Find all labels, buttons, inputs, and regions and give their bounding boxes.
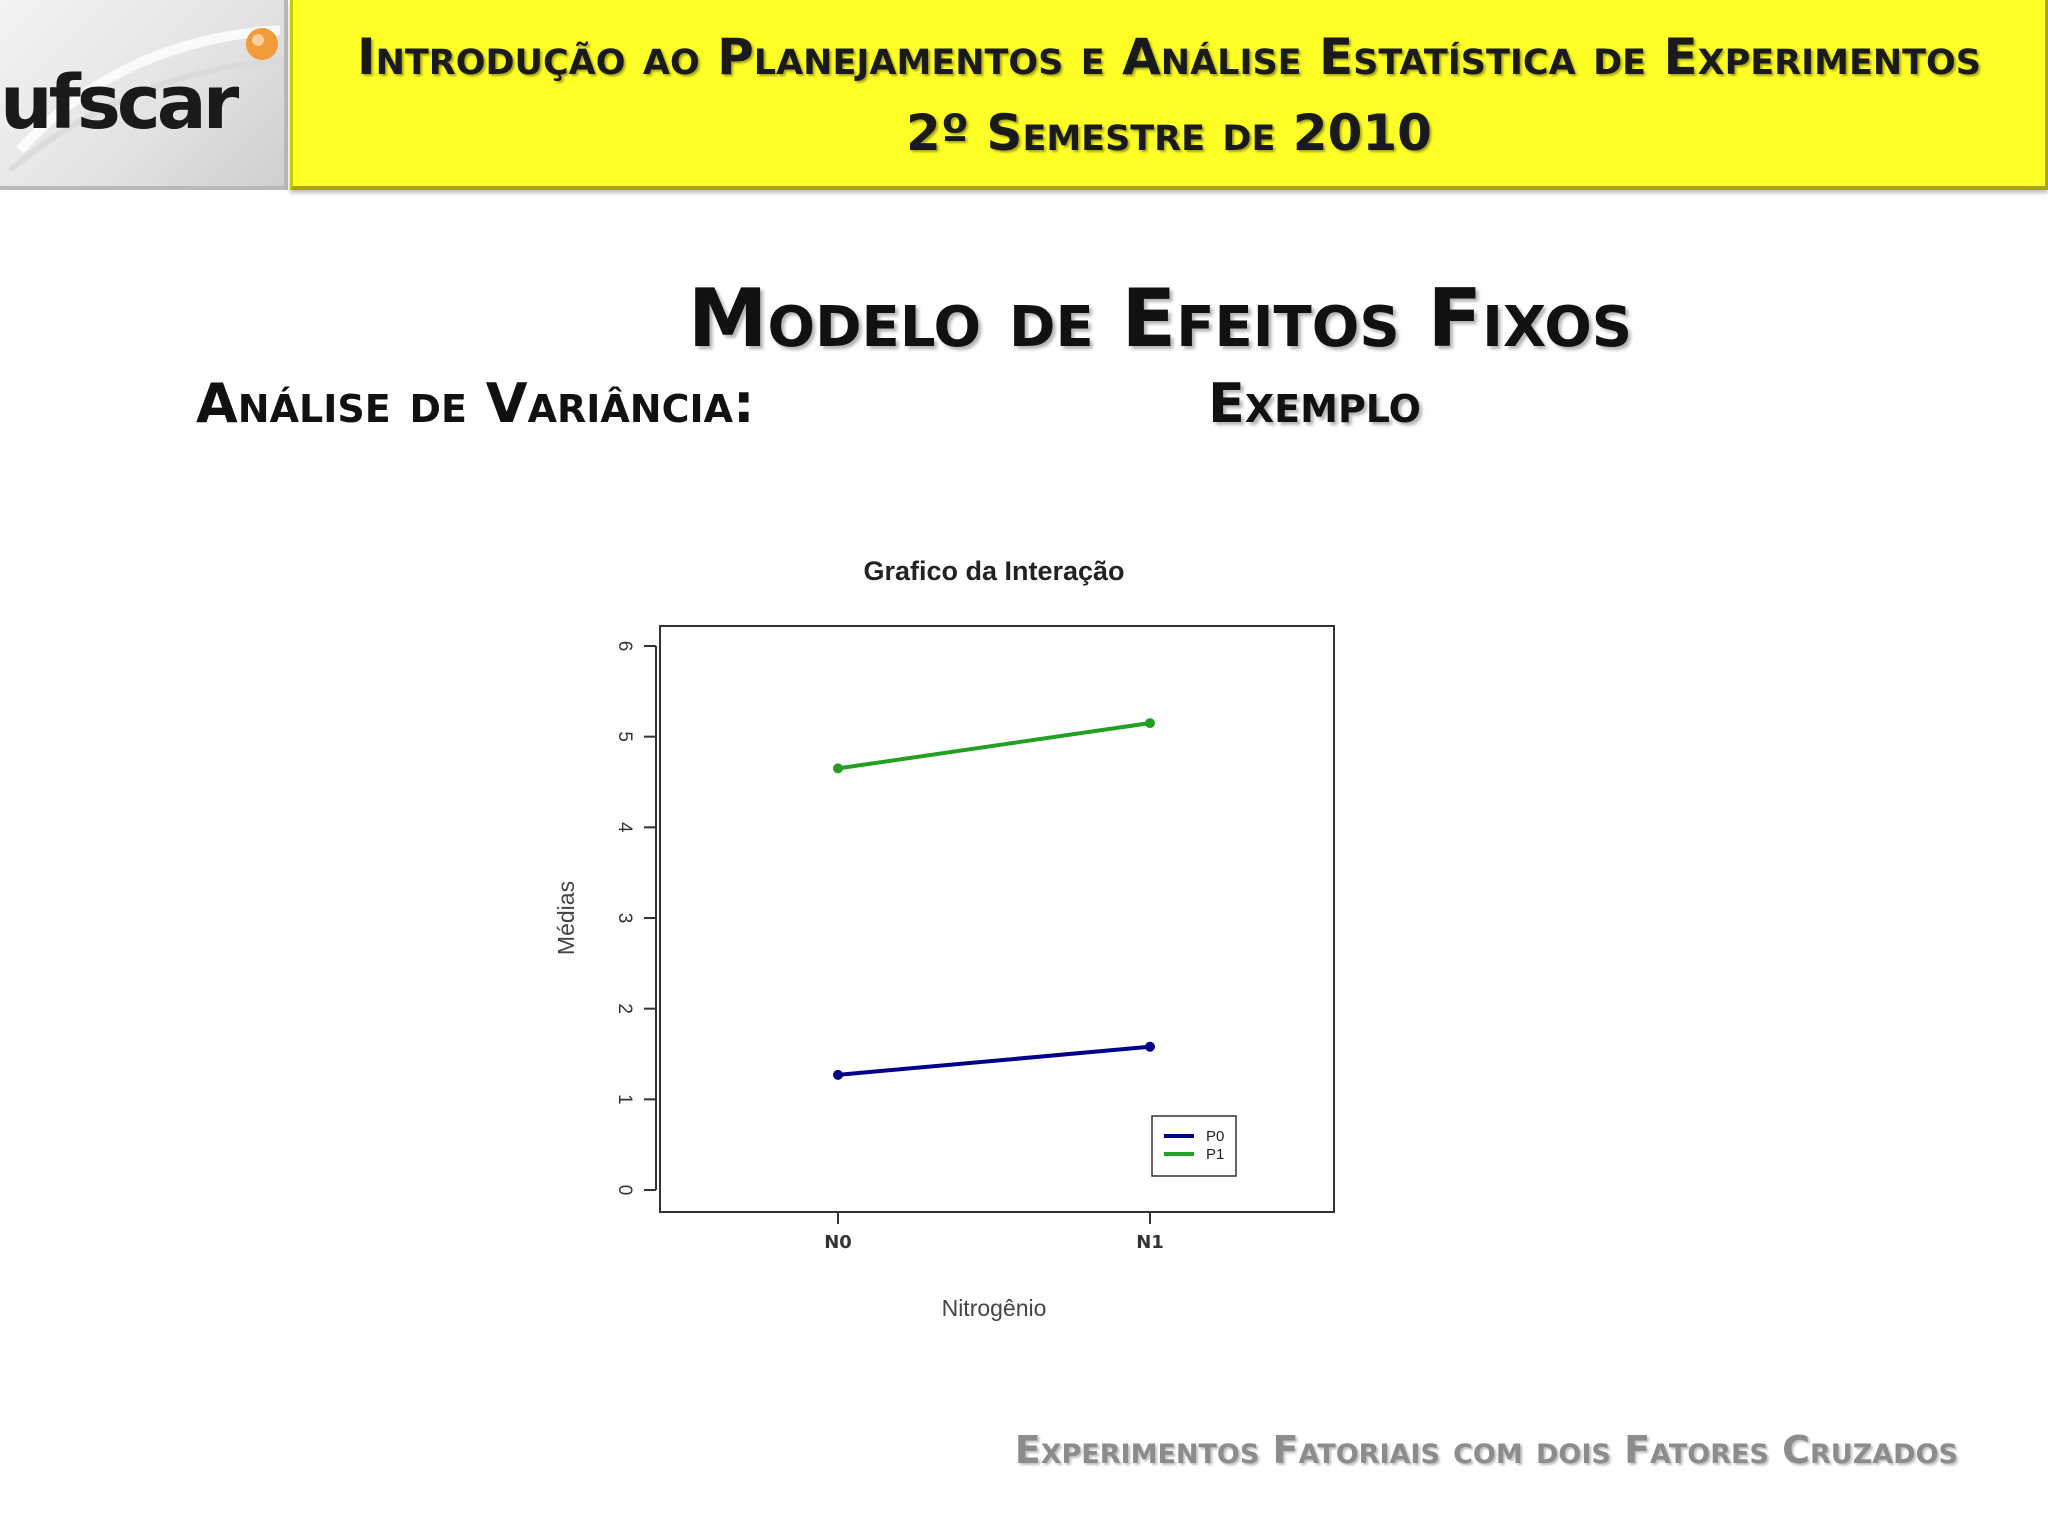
course-title: Introdução ao Planejamentos e Análise Es… <box>357 28 1981 86</box>
svg-text:ufscar: ufscar <box>0 60 240 146</box>
y-tick-label: 5 <box>614 731 635 742</box>
plot-frame <box>659 625 1335 1213</box>
y-tick-label: 2 <box>614 1003 635 1014</box>
semester-label: 2º Semestre de 2010 <box>906 104 1432 162</box>
legend-box <box>1151 1115 1237 1177</box>
x-axis-label: Nitrogênio <box>942 1295 1047 1321</box>
x-tick-label: N1 <box>1136 1232 1164 1253</box>
example-subtitle: Exemplo <box>1208 372 1421 435</box>
ufscar-logo: ufscar <box>0 0 288 190</box>
header-band: Introdução ao Planejamentos e Análise Es… <box>290 0 2048 190</box>
data-point-p0-n0 <box>833 1069 843 1080</box>
footer-topic: Experimentos Fatoriais com dois Fatores … <box>1014 1428 1958 1472</box>
interaction-chart: Grafico da Interação 0 1 2 3 4 5 6 N0 N1 Nitrogêni… <box>520 540 1360 1340</box>
y-tick-label: 1 <box>614 1094 635 1105</box>
slide-title: Modelo de Efeitos Fixos <box>687 272 1633 365</box>
y-tick-label: 4 <box>614 822 635 833</box>
series-line-p1 <box>837 721 1151 771</box>
y-tick-label: 0 <box>614 1185 635 1196</box>
y-tick-label: 3 <box>614 913 635 924</box>
section-subtitle: Análise de Variância: <box>196 372 755 435</box>
legend-label-p1: P1 <box>1206 1146 1224 1163</box>
chart-svg: Grafico da Interação 0 1 2 3 4 5 6 N0 N1 Nitrogêni… <box>553 556 1335 1321</box>
data-point-p0-n1 <box>1145 1041 1155 1052</box>
data-point-p1-n0 <box>833 763 843 774</box>
chart-title: Grafico da Interação <box>863 556 1124 586</box>
y-tick-label: 6 <box>614 641 635 652</box>
series-line-p0 <box>837 1044 1151 1077</box>
y-axis-label: Médias <box>553 881 579 955</box>
x-tick-label: N0 <box>824 1232 852 1253</box>
legend-label-p0: P0 <box>1206 1128 1224 1145</box>
data-point-p1-n1 <box>1145 718 1155 729</box>
